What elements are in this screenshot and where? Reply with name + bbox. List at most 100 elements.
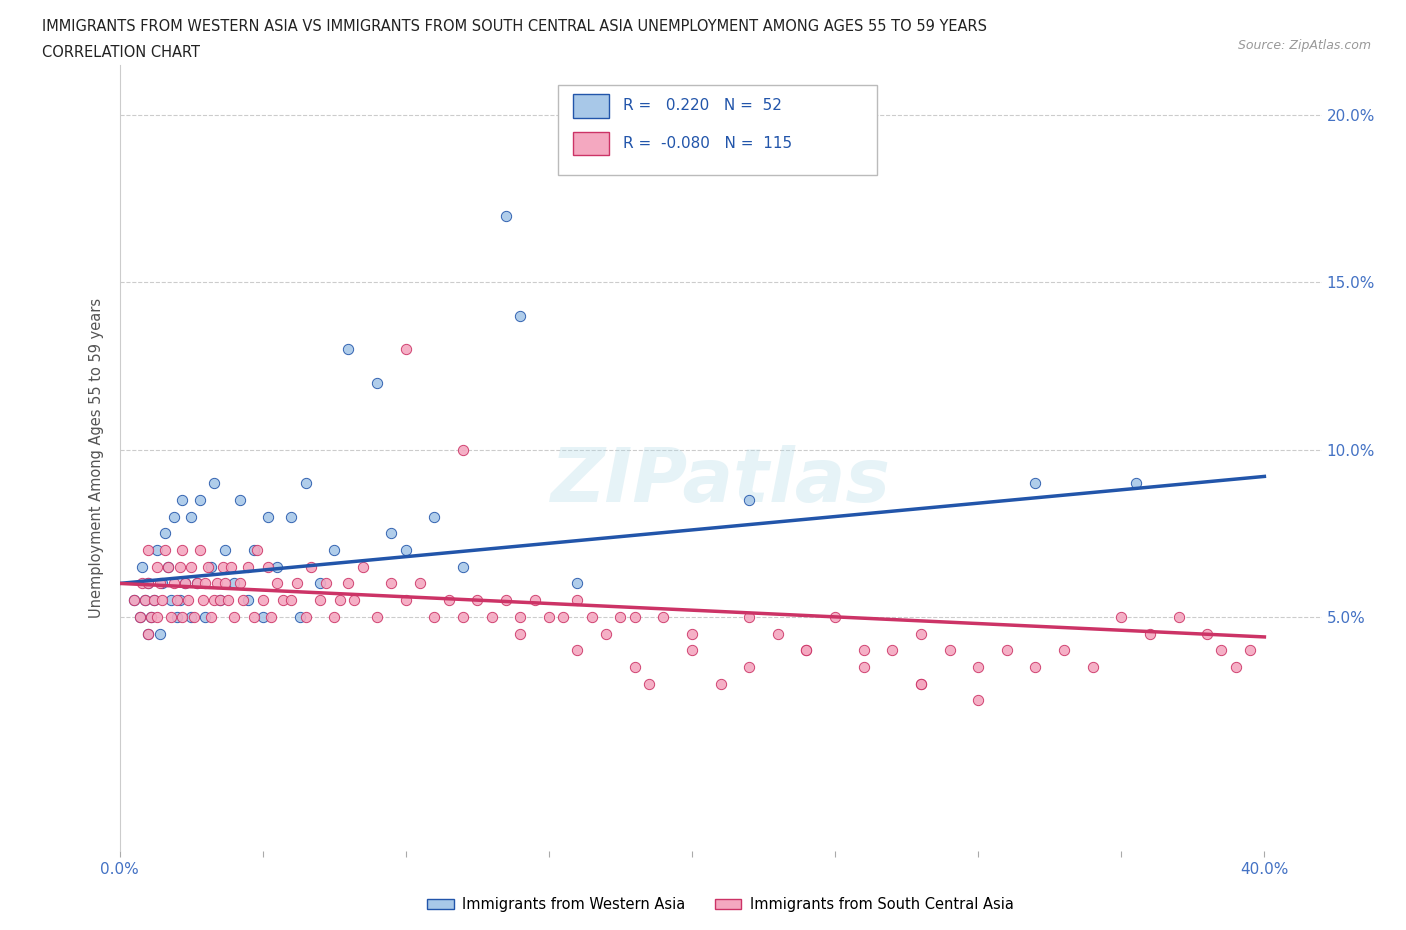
Point <box>995 643 1018 658</box>
Point <box>609 609 631 624</box>
Point <box>177 592 200 607</box>
Point <box>523 592 546 607</box>
Point <box>299 559 322 574</box>
Point <box>595 626 617 641</box>
Point <box>294 609 316 624</box>
Point <box>188 492 211 507</box>
Point <box>323 609 346 624</box>
Text: R =  -0.080   N =  115: R = -0.080 N = 115 <box>623 136 793 152</box>
Point <box>537 609 560 624</box>
Point <box>238 559 260 574</box>
Point <box>882 643 904 658</box>
Point <box>409 576 432 591</box>
Point <box>938 643 960 658</box>
Point <box>208 592 231 607</box>
Point <box>246 542 269 557</box>
Point <box>222 609 245 624</box>
Point <box>967 659 990 674</box>
Point <box>509 309 531 324</box>
Point <box>967 693 990 708</box>
Point <box>186 576 208 591</box>
Point <box>337 576 360 591</box>
Point <box>366 609 388 624</box>
Point <box>180 559 202 574</box>
Point <box>183 609 205 624</box>
Point <box>1139 626 1161 641</box>
Point <box>186 576 208 591</box>
Point <box>288 609 311 624</box>
Point <box>174 576 197 591</box>
Point <box>315 576 337 591</box>
Point <box>423 609 446 624</box>
Point <box>1239 643 1261 658</box>
Point <box>280 509 302 524</box>
Point <box>202 475 225 490</box>
Text: IMMIGRANTS FROM WESTERN ASIA VS IMMIGRANTS FROM SOUTH CENTRAL ASIA UNEMPLOYMENT : IMMIGRANTS FROM WESTERN ASIA VS IMMIGRAN… <box>42 19 987 33</box>
Point <box>243 609 266 624</box>
Point <box>257 509 280 524</box>
Point <box>1197 626 1219 641</box>
Y-axis label: Unemployment Among Ages 55 to 59 years: Unemployment Among Ages 55 to 59 years <box>89 298 104 618</box>
Point <box>366 376 388 391</box>
Point <box>172 609 194 624</box>
Point <box>437 592 460 607</box>
Point <box>509 626 531 641</box>
Point <box>395 342 418 357</box>
Point <box>852 643 875 658</box>
Point <box>766 626 789 641</box>
Point <box>136 576 159 591</box>
Point <box>1125 475 1147 490</box>
Point <box>638 676 661 691</box>
Point <box>824 609 846 624</box>
Text: CORRELATION CHART: CORRELATION CHART <box>42 45 200 60</box>
Point <box>852 659 875 674</box>
Point <box>136 626 159 641</box>
Point <box>309 576 332 591</box>
Point <box>200 559 222 574</box>
Point <box>214 542 236 557</box>
Point <box>738 659 761 674</box>
Point <box>252 609 274 624</box>
Point <box>380 525 402 540</box>
Point <box>157 559 180 574</box>
Point <box>131 576 153 591</box>
Point <box>152 576 174 591</box>
Point <box>567 643 589 658</box>
Point <box>166 609 188 624</box>
Point <box>145 542 167 557</box>
Point <box>211 559 233 574</box>
Point <box>149 626 172 641</box>
Point <box>294 475 316 490</box>
Point <box>217 592 239 607</box>
Point <box>134 592 156 607</box>
Point <box>495 592 517 607</box>
Point <box>423 509 446 524</box>
Point <box>337 342 360 357</box>
Point <box>163 509 186 524</box>
Point <box>194 609 217 624</box>
Point <box>451 443 474 458</box>
Bar <box>572 132 609 155</box>
Point <box>122 592 145 607</box>
Point <box>1053 643 1076 658</box>
Point <box>581 609 603 624</box>
Point <box>681 643 703 658</box>
Point <box>567 592 589 607</box>
Point <box>323 542 346 557</box>
Point <box>243 542 266 557</box>
Point <box>155 542 177 557</box>
Point <box>652 609 675 624</box>
Point <box>567 576 589 591</box>
Text: ZIPatlas: ZIPatlas <box>551 445 890 518</box>
Point <box>623 609 645 624</box>
Point <box>309 592 332 607</box>
Point <box>451 559 474 574</box>
Point <box>271 592 294 607</box>
Point <box>160 609 183 624</box>
Point <box>1167 609 1189 624</box>
Point <box>205 576 228 591</box>
Point <box>157 559 180 574</box>
Point <box>139 609 162 624</box>
Point <box>174 576 197 591</box>
Point <box>738 492 761 507</box>
